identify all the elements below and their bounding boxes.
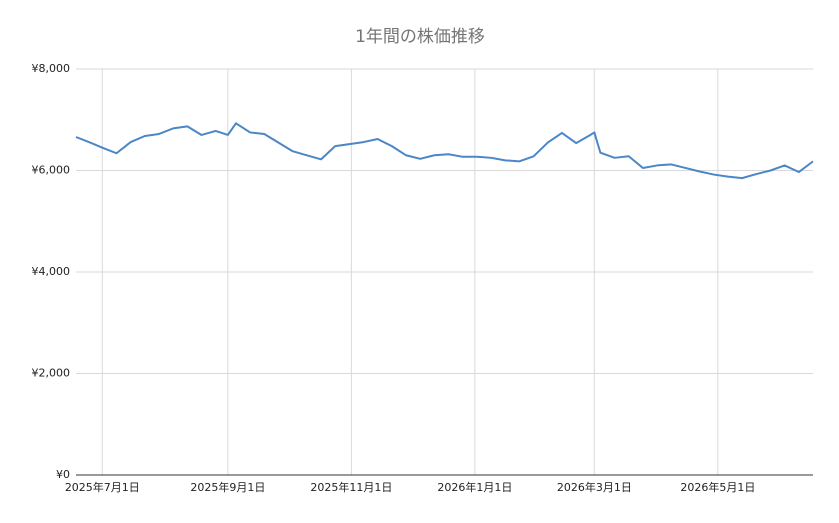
y-tick-label: ¥0 [56, 468, 70, 481]
x-tick-label: 2026年1月1日 [437, 480, 512, 494]
data-line [75, 122, 814, 180]
x-tick-label: 2026年5月1日 [680, 480, 755, 494]
x-tick-label: 2026年3月1日 [557, 480, 632, 494]
chart-title: 1年間の株価推移 [355, 27, 485, 47]
y-tick-label: ¥8,000 [32, 62, 71, 75]
x-tick-label: 2025年7月1日 [65, 480, 140, 494]
y-tick-label: ¥4,000 [32, 265, 71, 278]
x-tick-label: 2025年9月1日 [190, 480, 265, 494]
x-tick-label: 2025年11月1日 [310, 480, 392, 494]
y-tick-label: ¥2,000 [32, 367, 71, 380]
y-tick-label: ¥6,000 [32, 164, 71, 177]
